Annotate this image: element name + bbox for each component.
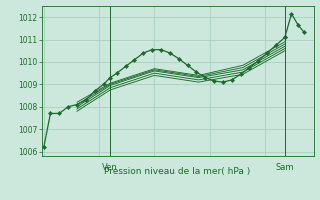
Text: Ven: Ven	[102, 163, 118, 172]
X-axis label: Pression niveau de la mer( hPa ): Pression niveau de la mer( hPa )	[104, 167, 251, 176]
Text: Sam: Sam	[276, 163, 294, 172]
